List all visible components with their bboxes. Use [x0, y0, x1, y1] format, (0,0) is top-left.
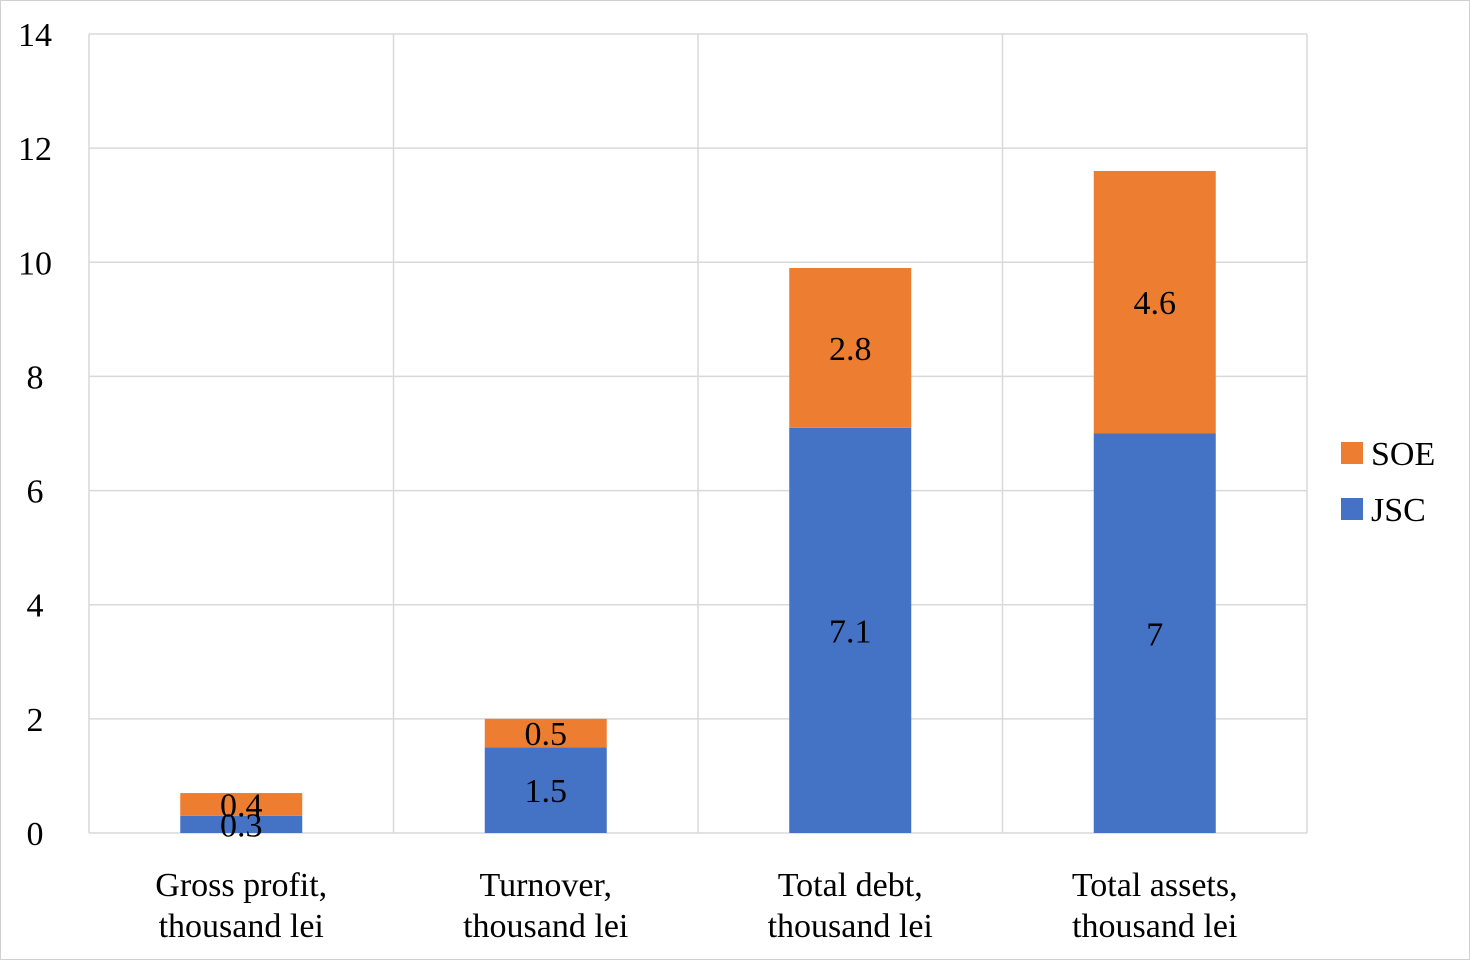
bar-soe	[789, 267, 912, 428]
grid-layer	[88, 33, 1308, 834]
y-tick-label: 6	[27, 474, 44, 511]
x-tick-label-line: Total assets,	[1072, 867, 1238, 904]
data-label-jsc: 7.1	[829, 613, 872, 650]
x-tick-label-line: thousand lei	[1072, 908, 1237, 945]
bar-soe	[484, 718, 607, 748]
bar-jsc	[180, 815, 303, 833]
x-tick-label: Total debt, thousand lei	[768, 867, 933, 945]
y-tick-label: 8	[27, 359, 44, 396]
bar-layer	[180, 170, 1216, 833]
x-tick-label: Turnover, thousand lei	[463, 867, 628, 945]
data-label-jsc: 7	[1146, 616, 1163, 653]
data-label-soe: 0.5	[525, 716, 568, 753]
legend-label-soe: SOE	[1371, 436, 1435, 473]
data-label-soe: 4.6	[1134, 285, 1177, 322]
y-tick-label: 10	[18, 245, 52, 282]
data-label-soe: 2.8	[829, 331, 872, 368]
x-tick-label-line: thousand lei	[768, 908, 933, 945]
data-label-soe: 0.4	[220, 787, 263, 824]
x-tick-label-line: thousand lei	[159, 908, 324, 945]
legend: SOE JSC	[1341, 436, 1435, 529]
y-tick-label: 14	[18, 17, 52, 54]
label-layer: 0.30.4 1.5 0.5 7.1 2.8 7 4.6	[220, 285, 1176, 844]
y-tick-label: 4	[27, 588, 44, 625]
bar-jsc	[484, 747, 607, 833]
y-tick-label: 0	[27, 816, 44, 853]
bar-jsc	[789, 427, 912, 833]
legend-label-jsc: JSC	[1371, 492, 1426, 529]
y-tick-label: 2	[27, 702, 44, 739]
bar-soe	[180, 793, 303, 816]
legend-swatch-soe	[1341, 442, 1363, 464]
x-tick-label: Gross profit, thousand lei	[155, 867, 327, 945]
x-tick-label: Total assets, thousand lei	[1072, 867, 1238, 945]
bar-jsc	[1093, 433, 1216, 833]
x-tick-label-line: Turnover,	[480, 867, 612, 904]
data-label-jsc: 0.3	[220, 807, 263, 844]
data-label-jsc: 1.5	[525, 773, 568, 810]
x-tick-label-line: Total debt,	[778, 867, 923, 904]
x-tick-label-line: thousand lei	[463, 908, 628, 945]
bar-soe	[1093, 170, 1216, 434]
legend-swatch-jsc	[1341, 498, 1363, 520]
y-tick-label: 12	[18, 131, 52, 168]
x-tick-label-line: Gross profit,	[155, 867, 327, 904]
